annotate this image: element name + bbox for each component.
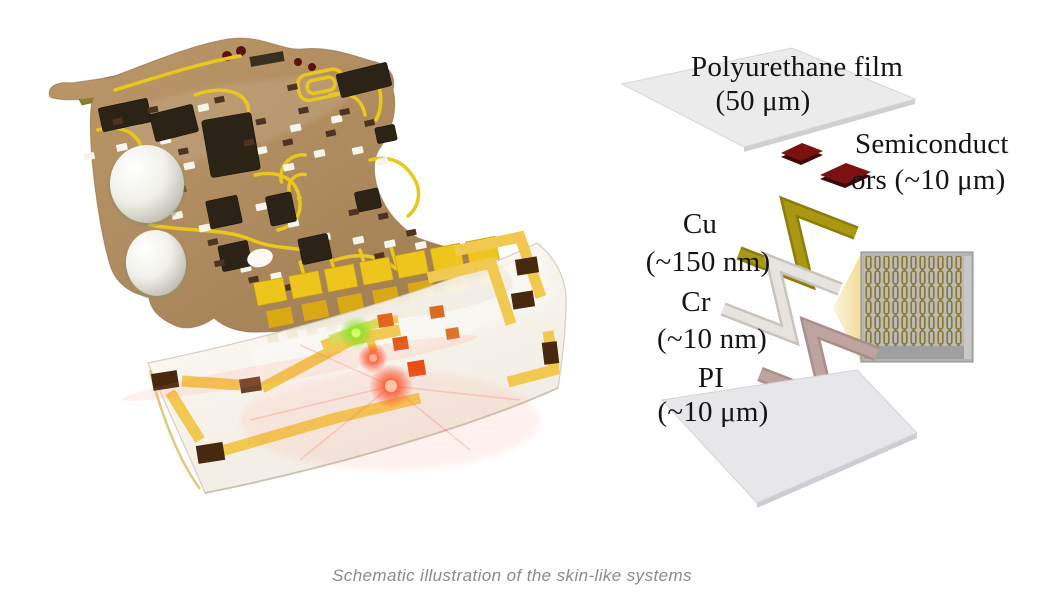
label-cu-thickness: (~150 nm)	[645, 246, 771, 278]
pi-substrate-plate	[660, 369, 918, 508]
label-pi-thickness: (~10 μm)	[657, 396, 769, 428]
antenna-arcs-icon	[279, 153, 308, 201]
label-cr: Cr	[681, 286, 711, 318]
connector-bar	[249, 51, 285, 67]
passive-components	[112, 83, 417, 292]
serpentine-mesh-inset	[860, 251, 974, 363]
label-semiconductors-line1: Semiconduct	[855, 128, 1009, 160]
label-polyurethane-film: Polyurethane film	[691, 51, 903, 83]
polyurethane-film-plate	[620, 47, 917, 152]
led-red-2	[369, 364, 413, 408]
label-pi: PI	[697, 362, 725, 394]
exploded-layer-diagram	[620, 47, 974, 508]
label-polyurethane-thickness: (50 μm)	[715, 85, 811, 117]
label-semiconductors-line2: ors (~10 μm)	[851, 164, 1006, 196]
label-cr-thickness: (~10 nm)	[657, 323, 767, 355]
cr-trace	[720, 251, 843, 347]
ic-chips	[98, 62, 398, 272]
semiconductor-chips	[781, 143, 871, 188]
dome-electrode-2	[125, 230, 187, 296]
label-cu: Cu	[682, 208, 718, 240]
magnifier-cone	[833, 254, 861, 362]
led-red-1	[358, 343, 388, 373]
board-hole	[247, 248, 273, 268]
figure-caption: Schematic illustration of the skin-like …	[332, 566, 692, 585]
flexible-hybrid-electronics-3d-render	[48, 37, 567, 494]
dome-electrode-1	[109, 145, 185, 223]
patch-contact-pads	[150, 256, 560, 464]
dome-electrodes	[107, 145, 189, 300]
led-green	[339, 316, 373, 350]
